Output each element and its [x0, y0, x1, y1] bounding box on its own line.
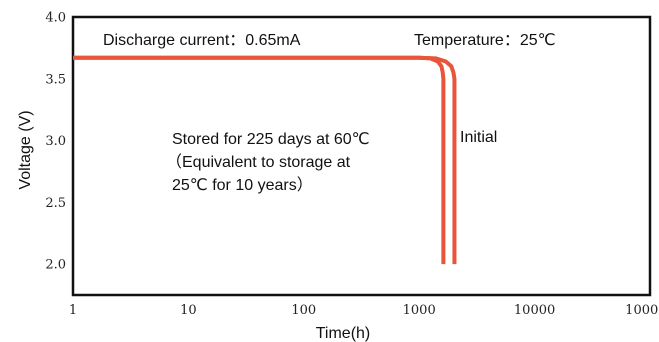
annotation-discharge: Discharge current：0.65mA — [103, 32, 301, 49]
x-tick-label: 100000 — [625, 303, 659, 318]
y-tick-label: 4.0 — [45, 11, 66, 26]
x-tick-label: 10000 — [514, 303, 555, 318]
series-layer — [73, 55, 457, 265]
y-tick-label: 2.5 — [45, 196, 66, 211]
y-axis-label: Voltage (V) — [17, 110, 34, 189]
annotation-stored-line3: 25℃ for 10 years） — [172, 176, 313, 194]
series-line-initial — [73, 55, 457, 265]
y-tick-label: 3.0 — [45, 134, 66, 149]
annotation-stored-line2: （Equivalent to storage at — [166, 153, 351, 171]
x-tick-label: 100 — [291, 303, 316, 318]
annotation-initial: Initial — [460, 129, 497, 146]
tick-layer: 1 10 100 1000 10000 100000 2.0 2.5 3.0 3.5 4.0 — [45, 11, 659, 319]
x-tick-label: 10 — [180, 303, 197, 318]
plot-frame — [71, 15, 652, 297]
x-axis-label: Time(h) — [316, 325, 371, 342]
annotation-temperature: Temperature：25℃ — [414, 32, 556, 49]
x-tick-label: 1 — [69, 303, 77, 318]
y-tick-label: 2.0 — [45, 258, 66, 273]
y-tick-label: 3.5 — [45, 72, 66, 87]
annotation-stored-line1: Stored for 225 days at 60℃ — [172, 131, 370, 148]
x-tick-label: 1000 — [403, 303, 436, 318]
